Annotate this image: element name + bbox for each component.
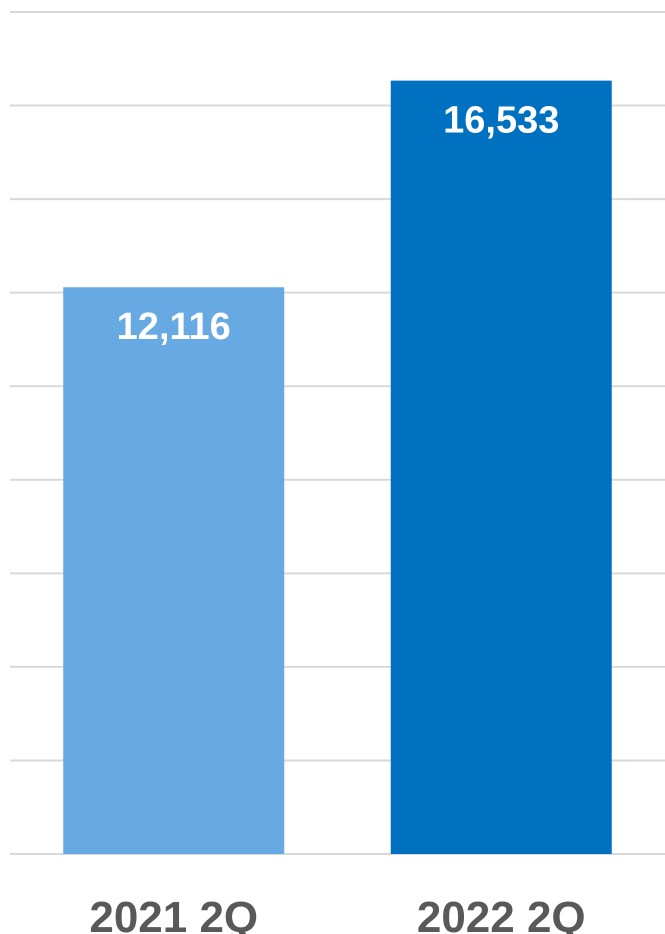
x-axis-tick-labels: 2021 2Q 2022 2Q bbox=[89, 893, 585, 934]
data-labels: 12,116 16,533 bbox=[117, 100, 560, 349]
x-tick-label: 2021 2Q bbox=[89, 893, 258, 934]
data-label: 16,533 bbox=[443, 100, 559, 142]
bar-2022-2q bbox=[390, 80, 612, 855]
bar-2021-2q bbox=[63, 287, 285, 854]
data-label: 12,116 bbox=[117, 306, 231, 348]
bars bbox=[63, 80, 612, 855]
x-tick-label: 2022 2Q bbox=[417, 893, 586, 934]
